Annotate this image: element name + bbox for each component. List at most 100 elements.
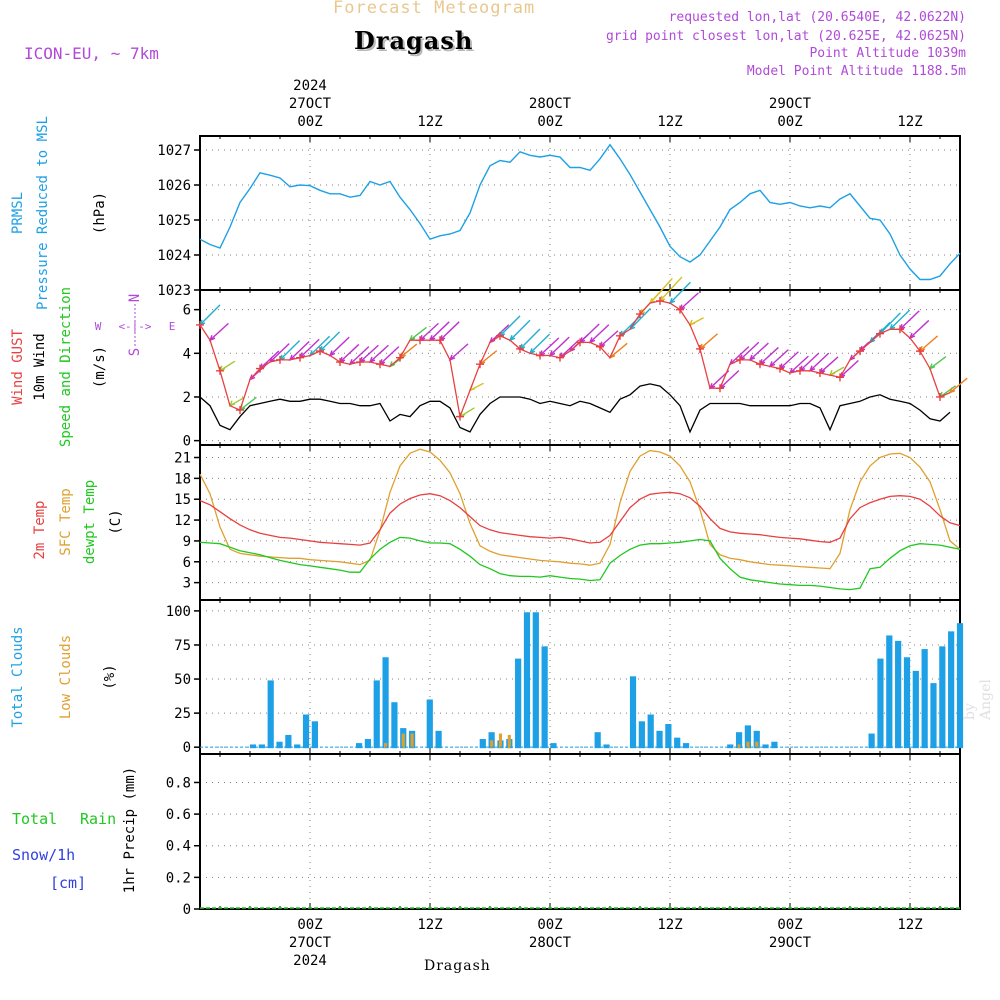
top-time-label: 12Z	[897, 114, 922, 130]
total-cloud-bar	[877, 658, 884, 749]
model-altitude: Model Point Altitude 1188.5m	[746, 64, 966, 79]
wind-direction-arrow	[359, 344, 379, 363]
wind-gust-line	[199, 300, 951, 420]
wind-direction-arrow	[209, 322, 229, 341]
gust-marker	[496, 331, 504, 340]
bottom-time-label: 29OCT	[769, 935, 812, 951]
wind-direction-arrow	[409, 326, 427, 341]
total-clouds-label: Total Clouds	[10, 626, 26, 727]
total-cloud-bar	[373, 680, 380, 749]
t2m-line	[199, 491, 961, 546]
total-cloud-bar	[541, 646, 548, 749]
wind-direction-arrow	[289, 340, 310, 361]
wind-direction-arrow	[509, 319, 531, 341]
total-cloud-bar	[364, 739, 372, 749]
low-cloud-bar	[498, 733, 503, 749]
gust-marker	[576, 338, 584, 347]
total-cloud-bar	[868, 733, 875, 749]
y-tick-label: 25	[174, 706, 191, 722]
gust-marker	[836, 373, 844, 382]
top-time-label: 12Z	[417, 114, 442, 130]
top-time-label: 00Z	[297, 114, 322, 130]
total-cloud-bar	[391, 702, 398, 749]
gust-marker	[476, 360, 484, 369]
top-time-label: 00Z	[777, 114, 802, 130]
total-cloud-bar	[594, 732, 601, 749]
y-tick-label: 50	[174, 672, 191, 688]
gust-marker	[516, 344, 524, 353]
compass-east: E	[169, 320, 176, 333]
wind-speed-line	[199, 383, 951, 434]
wind-direction-arrow	[769, 349, 789, 367]
wind-direction-arrow	[519, 328, 541, 350]
wind-direction-arrow	[919, 335, 939, 352]
total-cloud-bar	[276, 741, 283, 749]
wind-direction-arrow	[649, 277, 673, 304]
y-tick-label: 0	[183, 740, 191, 756]
low-clouds-label: Low Clouds	[58, 635, 74, 719]
total-cloud-bar	[249, 744, 257, 749]
low-cloud-bar	[746, 741, 750, 749]
bottom-time-label: 00Z	[537, 917, 562, 933]
wind-direction-arrow	[749, 342, 769, 361]
low-cloud-bar	[490, 740, 494, 749]
y-tick-label: 1026	[157, 178, 191, 194]
total-cloud-bar	[930, 683, 937, 749]
y-tick-label: 0.2	[166, 870, 191, 886]
wind-direction-arrow	[739, 341, 760, 361]
y-tick-label: 18	[174, 471, 191, 487]
y-tick-label: 1024	[157, 248, 191, 264]
rain-label: Rain	[80, 810, 116, 828]
wind-direction-arrow	[479, 350, 498, 365]
bottom-time-label: 00Z	[297, 917, 322, 933]
bottom-time-label: 00Z	[777, 917, 802, 933]
gust-marker	[436, 336, 444, 345]
gust-marker	[256, 364, 264, 373]
total-cloud-bar	[629, 676, 637, 749]
gust-marker	[596, 342, 604, 351]
wind-direction-arrow	[949, 377, 968, 394]
total-label: Total	[12, 810, 57, 828]
top-time-label: 27OCT	[289, 96, 332, 112]
pressure-line	[199, 143, 961, 281]
wind-direction-arrow	[779, 351, 799, 370]
wind-direction-arrow	[299, 338, 320, 359]
top-time-label: 12Z	[657, 114, 682, 130]
total-cloud-bar	[267, 680, 274, 749]
wind-direction-arrow	[339, 343, 360, 363]
total-cloud-bar	[435, 730, 442, 749]
total-cloud-bar	[762, 744, 769, 749]
total-cloud-bar	[735, 732, 743, 749]
low-cloud-bar	[384, 743, 388, 749]
y-tick-label: 1025	[157, 213, 191, 229]
wind-direction-arrow	[499, 315, 521, 337]
y-tick-label: 2	[183, 390, 191, 406]
gust-marker	[876, 329, 884, 338]
y-tick-label: 12	[174, 513, 191, 529]
total-cloud-bar	[258, 744, 265, 749]
y-tick-label: 100	[166, 604, 191, 620]
panel-clouds: 0 25 50 75 100	[166, 599, 961, 756]
gust-label: Wind GUST	[10, 329, 26, 405]
wind-direction-arrow	[239, 396, 257, 411]
y-tick-label: 1027	[157, 143, 191, 159]
y-tick-label: 4	[183, 346, 191, 362]
gust-marker	[236, 406, 244, 415]
panel-frame	[199, 135, 961, 291]
wind-direction-arrow	[879, 312, 901, 335]
wind-direction-arrow	[659, 276, 683, 302]
t2m-label: 2m Temp	[32, 500, 48, 559]
wind-direction-arrow	[559, 339, 580, 359]
point-altitude: Point Altitude 1039m	[809, 46, 966, 61]
wind-direction-arrow	[819, 356, 839, 374]
gust-marker	[196, 320, 204, 329]
wind-direction-arrow	[799, 352, 820, 372]
cloud-unit: (%)	[102, 664, 118, 689]
dewpt-label: dewpt Temp	[82, 480, 98, 564]
gust-marker	[296, 353, 304, 362]
wind-label: 10m Wind	[32, 333, 48, 400]
total-cloud-bar	[603, 744, 610, 749]
y-tick-label: 6	[183, 303, 191, 319]
